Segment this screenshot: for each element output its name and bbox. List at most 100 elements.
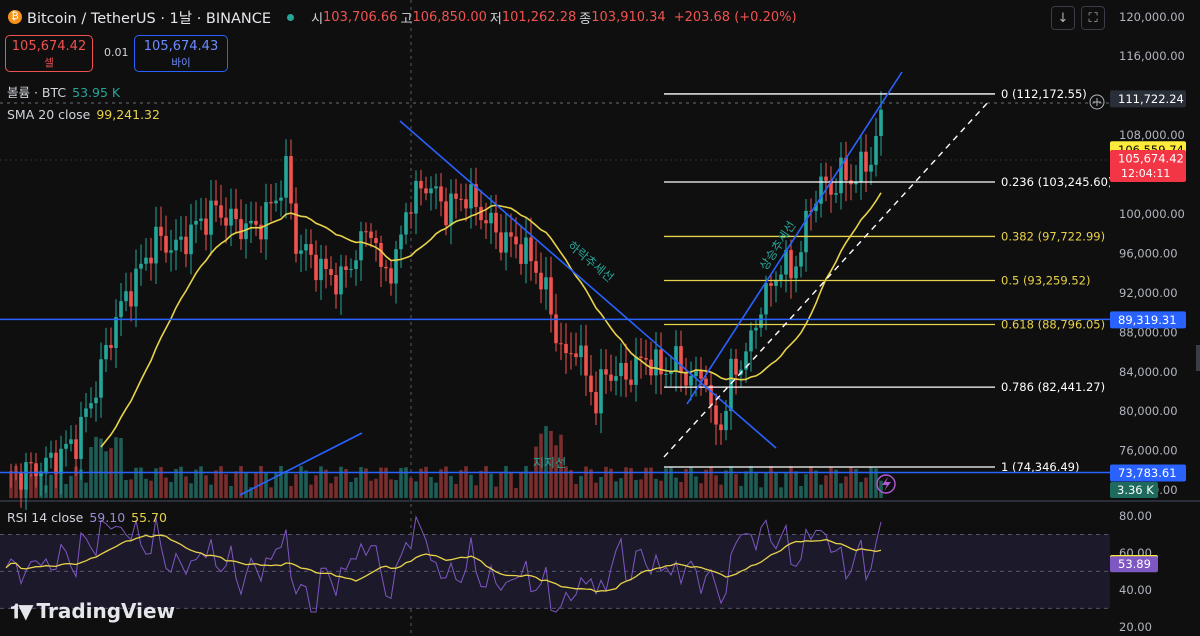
price-tick-label: 120,000.00 (1119, 10, 1185, 24)
volume-bar (514, 487, 518, 498)
volume-bar (364, 468, 368, 498)
candle-body (449, 193, 453, 226)
volume-bar (179, 466, 183, 498)
volume-bar (864, 477, 868, 498)
volume-bar (279, 466, 283, 498)
sell-price: 105,674.42 (11, 39, 87, 54)
volume-bar (214, 470, 218, 498)
fullscreen-icon: ⛶ (1088, 11, 1098, 26)
price-tick-label: 100,000.00 (1119, 207, 1185, 221)
volume-bar (484, 466, 488, 498)
volume-bar (624, 467, 628, 498)
candle-body (814, 203, 818, 212)
volume-bar (704, 469, 708, 498)
candle-body (24, 462, 28, 490)
rsi-ma-value: 55.70 (131, 510, 167, 525)
sell-button[interactable]: 105,674.42 셀 (5, 35, 93, 72)
candle-body (404, 212, 408, 235)
candle-body (119, 301, 123, 318)
price-axis[interactable]: 120,000.00116,000.00112,000.00108,000.00… (1110, 0, 1200, 500)
volume-bar (489, 473, 493, 498)
candle-body (224, 217, 228, 226)
volume-bar (829, 466, 833, 498)
volume-bar (49, 474, 53, 498)
market-status-dot-icon (287, 13, 295, 21)
candle-body (664, 373, 668, 375)
volume-indicator-legend[interactable]: 볼륨 · BTC 53.95 K (7, 82, 120, 101)
volume-bar (754, 473, 758, 498)
volume-bar (64, 483, 68, 498)
volume-bar (874, 468, 878, 498)
candle-body (424, 188, 428, 194)
volume-bar (699, 483, 703, 498)
volume-bar (879, 480, 883, 498)
tradingview-logo[interactable]: 𝟏▼ TradingView (10, 599, 175, 623)
volume-bar (419, 468, 423, 498)
candle-body (564, 343, 568, 354)
candle-body (774, 279, 778, 286)
volume-bar (509, 472, 513, 498)
volume-bar (144, 478, 148, 498)
price-tick-label: 76,000.00 (1119, 444, 1178, 458)
support-label: 지지선 (533, 456, 566, 470)
candle-body (594, 391, 598, 414)
fullscreen-button[interactable]: ⛶ (1081, 6, 1105, 30)
candle-body (599, 369, 603, 414)
buy-button[interactable]: 105,674.43 바이 (134, 35, 228, 72)
volume-bar (249, 487, 253, 498)
volume-bar (779, 487, 783, 498)
candle-body (94, 397, 98, 404)
candle-body (284, 156, 288, 198)
close-label: 종 (579, 11, 592, 27)
candle-body (109, 344, 113, 348)
candle-body (99, 359, 103, 398)
candle-body (209, 200, 213, 235)
fib-level-label: 0.786 (82,441.27) (1001, 380, 1105, 394)
candle-body (719, 424, 723, 431)
download-arrow-icon: ↓ (1057, 11, 1069, 26)
low-value: 101,262.28 (501, 9, 577, 25)
price-tick-label: 80,000.00 (1119, 404, 1178, 418)
fib-level-label: 0 (112,172.55) (1001, 87, 1087, 101)
rsi-indicator-legend[interactable]: RSI 14 close 59.10 55.70 (7, 510, 167, 525)
open-label: 시 (311, 11, 324, 27)
volume-bar (274, 473, 278, 498)
candle-body (734, 358, 738, 375)
volume-bar (289, 485, 293, 498)
fib-level-label: 0.236 (103,245.60) (1001, 175, 1112, 189)
download-button[interactable]: ↓ (1051, 6, 1075, 30)
sma-indicator-legend[interactable]: SMA 20 close 99,241.32 (7, 107, 160, 122)
volume-bar (189, 483, 193, 498)
buy-price: 105,674.43 (143, 39, 219, 54)
candle-body (489, 212, 493, 224)
candle-body (709, 385, 713, 406)
price-tick-label: 92,000.00 (1119, 286, 1178, 300)
candle-body (499, 232, 503, 253)
symbol-title[interactable]: Bitcoin / TetherUS · 1날 · BINANCE (27, 10, 272, 27)
candle-body (419, 180, 423, 189)
candle-body (469, 184, 473, 209)
fib-trend-dashed-line (663, 99, 991, 458)
candle-body (694, 370, 698, 377)
candle-body (274, 200, 278, 204)
downtrend-line (399, 120, 777, 449)
candle-body (19, 471, 23, 490)
price-label-text: 73,783.61 (1118, 466, 1177, 480)
candle-body (159, 226, 163, 236)
price-label-tag (1110, 311, 1186, 329)
volume-bar (199, 466, 203, 498)
volume-bar (434, 482, 438, 498)
volume-bar (844, 476, 848, 498)
candle-body (789, 249, 793, 279)
volume-bar (574, 483, 578, 498)
candle-body (399, 234, 403, 250)
volume-bar (379, 467, 383, 498)
volume-bar (424, 466, 428, 498)
rsi-label-tag (1110, 556, 1158, 573)
volume-bar (474, 485, 478, 498)
candle-body (104, 344, 108, 360)
volume-bar (619, 478, 623, 498)
volume-bar (654, 478, 658, 498)
